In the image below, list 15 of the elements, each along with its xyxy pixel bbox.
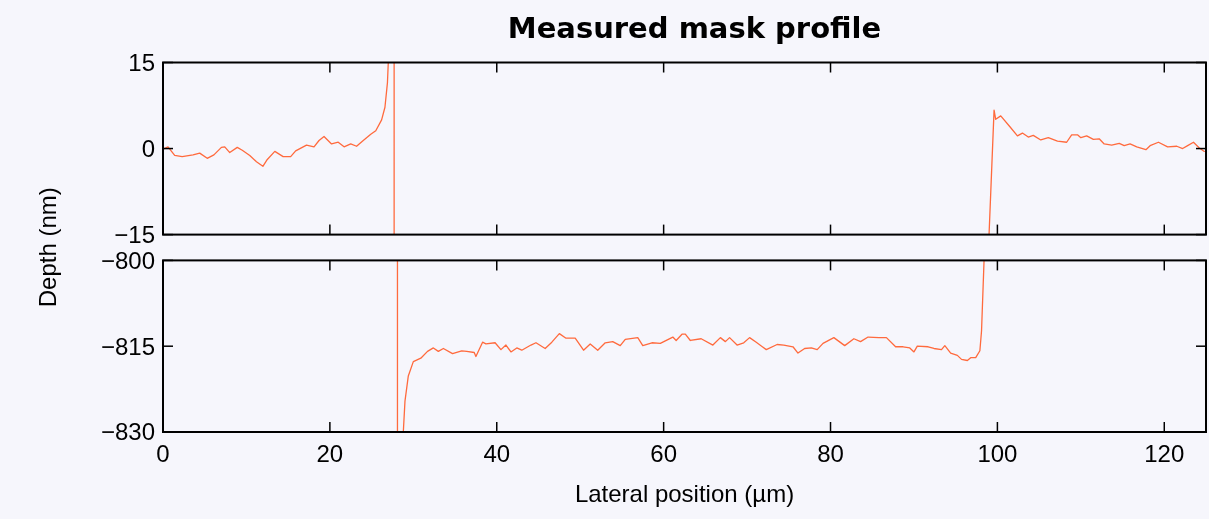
y-axis-title: Depth (nm) [34, 187, 61, 308]
x-tick-label: 120 [1144, 440, 1185, 467]
x-tick-label: 80 [817, 440, 844, 467]
y-tick-label: −830 [100, 418, 155, 446]
y-tick-label: −815 [100, 332, 155, 360]
x-tick-label: 20 [316, 440, 344, 467]
y-tick-label: 0 [141, 134, 155, 162]
y-tick-label: −800 [100, 246, 155, 274]
x-axis-title: Lateral position (µm) [574, 480, 795, 507]
x-tick-label: 100 [977, 440, 1018, 467]
y-tick-label: 15 [128, 48, 155, 76]
x-tick-label: 60 [650, 440, 677, 467]
y-tick-label: −15 [114, 221, 155, 248]
chart-title: Measured mask profile [507, 11, 882, 45]
x-tick-label: 40 [483, 440, 511, 467]
